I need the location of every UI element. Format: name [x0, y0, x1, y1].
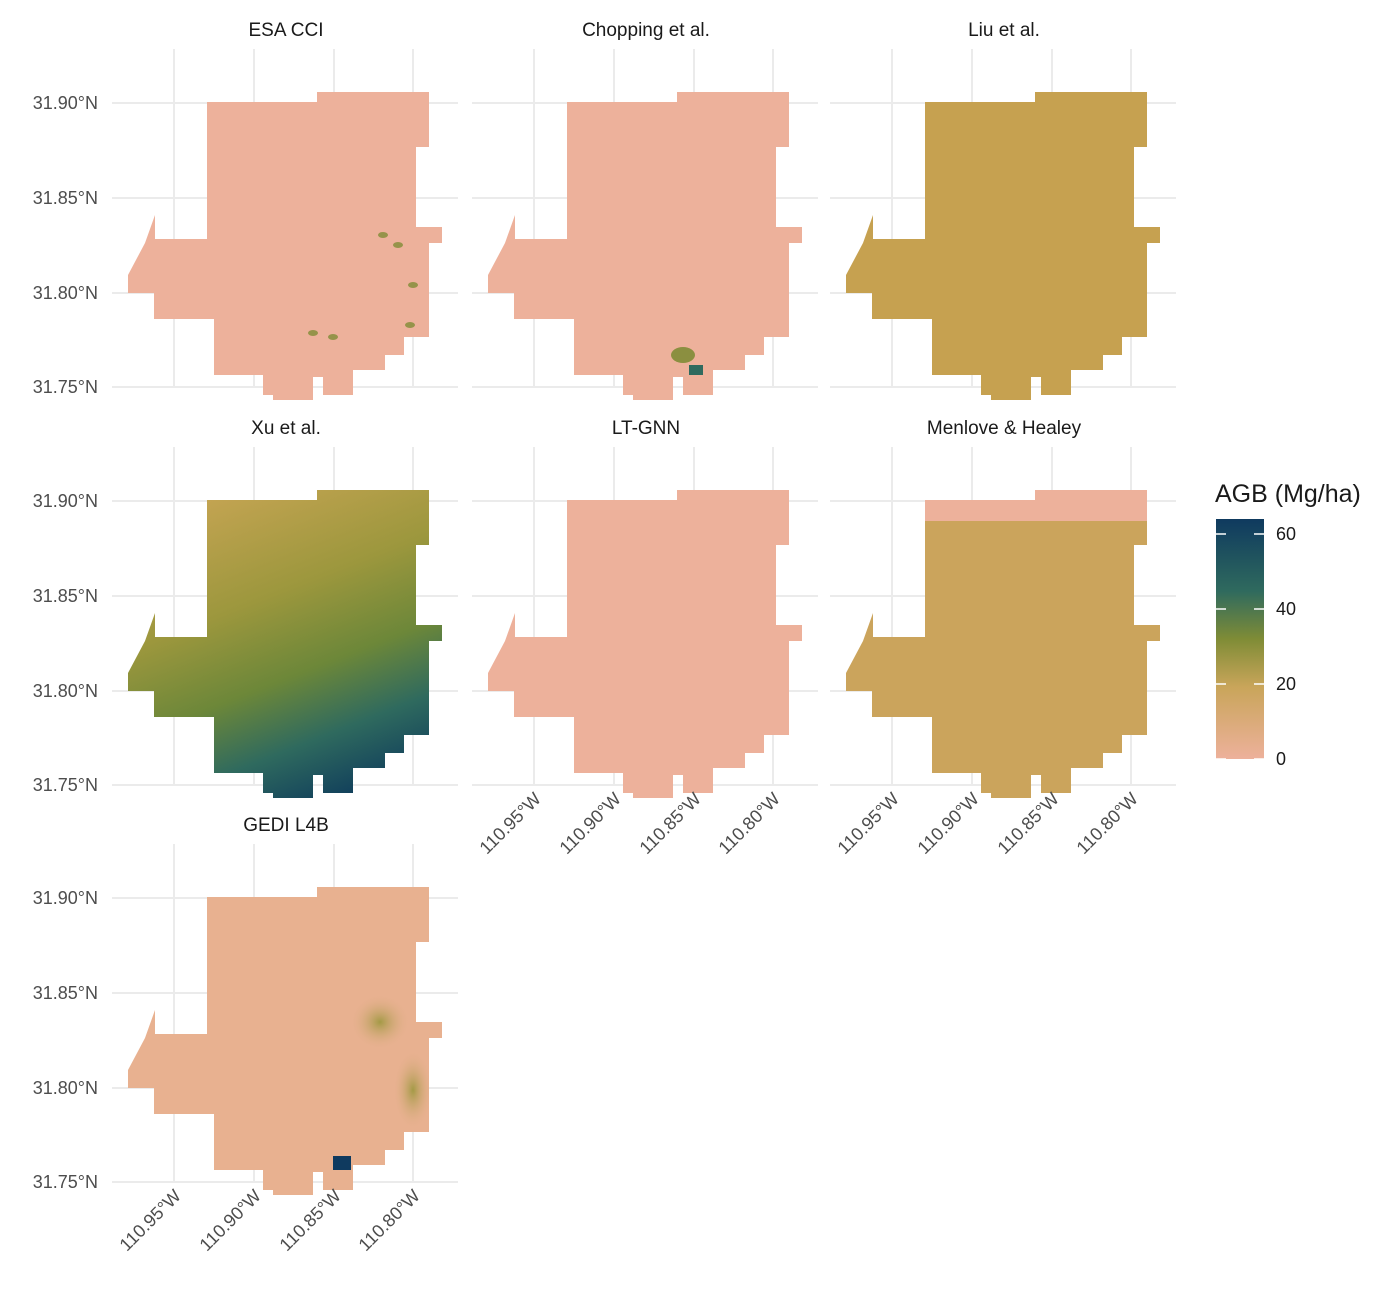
- legend-tick-label: 60: [1276, 524, 1296, 544]
- legend-title: AGB (Mg/ha): [1215, 480, 1361, 508]
- legend-tick-label: 0: [1276, 749, 1286, 769]
- panel-title: GEDI L4B: [243, 815, 329, 836]
- y-tick-label: 31.90°N: [33, 888, 98, 908]
- x-tick-label: 110.85°W: [994, 789, 1063, 858]
- x-tick-label: 110.85°W: [636, 789, 705, 858]
- map-panel: Chopping et al.: [472, 20, 818, 400]
- x-tick-label: 110.95°W: [476, 789, 545, 858]
- agb-region: [846, 490, 1160, 798]
- map-panel: LT-GNN 110.95°W 110.90°W 110.85°W 110.80°W: [472, 418, 818, 858]
- y-tick-label: 31.75°N: [33, 775, 98, 795]
- y-tick-label: 31.85°N: [33, 983, 98, 1003]
- panel-title: ESA CCI: [249, 20, 324, 41]
- x-tick-label: 110.90°W: [914, 789, 983, 858]
- x-tick-label: 110.80°W: [355, 1186, 424, 1255]
- x-tick-label: 110.95°W: [116, 1186, 185, 1255]
- map-panel: Xu et al. 31.90°N 31.85°N 31.80°N 31.75°N: [33, 418, 458, 798]
- panel-title: Xu et al.: [251, 418, 321, 439]
- x-tick-label: 110.80°W: [715, 789, 784, 858]
- x-tick-label: 110.90°W: [556, 789, 625, 858]
- legend-tick-label: 40: [1276, 599, 1296, 619]
- agb-region: [846, 92, 1160, 400]
- y-tick-label: 31.75°N: [33, 1172, 98, 1192]
- map-panel: Menlove & Healey 110.95°W 110.90°W 110.85°W…: [830, 418, 1176, 858]
- y-tick-label: 31.85°N: [33, 586, 98, 606]
- legend-colorbar: [1216, 519, 1264, 759]
- panel-title: Menlove & Healey: [927, 418, 1082, 439]
- x-tick-label: 110.85°W: [276, 1186, 345, 1255]
- agb-region: [128, 92, 442, 400]
- y-tick-label: 31.80°N: [33, 283, 98, 303]
- y-tick-label: 31.80°N: [33, 681, 98, 701]
- panel-title: Liu et al.: [968, 20, 1040, 41]
- y-tick-label: 31.90°N: [33, 93, 98, 113]
- y-tick-label: 31.85°N: [33, 188, 98, 208]
- x-tick-label: 110.90°W: [196, 1186, 265, 1255]
- agb-region: [488, 490, 802, 798]
- y-tick-label: 31.90°N: [33, 491, 98, 511]
- legend: AGB (Mg/ha) 0 20 40 60: [1215, 480, 1361, 769]
- panel-title: Chopping et al.: [582, 20, 710, 41]
- y-tick-label: 31.80°N: [33, 1078, 98, 1098]
- agb-region: [128, 490, 442, 798]
- map-panel: GEDI L4B 31.90°N 31.85°N 31.80°N 31.75°N 110.…: [33, 815, 458, 1255]
- agb-region: [488, 92, 802, 400]
- y-tick-label: 31.75°N: [33, 377, 98, 397]
- panel-title: LT-GNN: [612, 418, 680, 439]
- legend-tick-label: 20: [1276, 674, 1296, 694]
- map-panel: ESA CCI 31.90°N 31.85°N 31.80°N 31.75°N: [33, 20, 458, 400]
- x-tick-label: 110.95°W: [834, 789, 903, 858]
- map-panel: Liu et al.: [830, 20, 1176, 400]
- x-tick-label: 110.80°W: [1073, 789, 1142, 858]
- agb-region: [128, 887, 442, 1195]
